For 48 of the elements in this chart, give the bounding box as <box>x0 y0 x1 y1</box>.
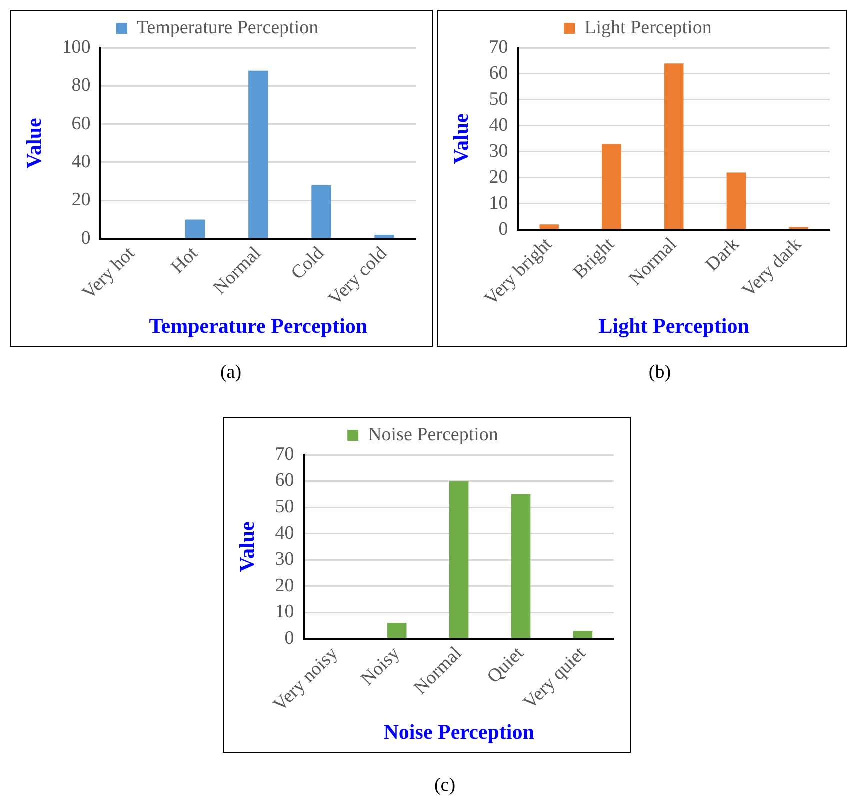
legend-label: Temperature Perception <box>136 17 320 38</box>
legend-label: Noise Perception <box>368 424 499 446</box>
y-tick-label: 30 <box>275 549 294 570</box>
bar <box>602 144 622 230</box>
y-tick-label: 10 <box>275 602 294 623</box>
text: (a) <box>219 362 243 384</box>
bar <box>388 623 407 638</box>
y-tick-label: 0 <box>498 218 508 240</box>
x-axis-title: Noise Perception <box>384 720 535 744</box>
y-tick-label: 50 <box>489 88 508 110</box>
bar <box>312 185 332 238</box>
bar <box>374 235 394 238</box>
y-tick-label: 20 <box>72 190 91 211</box>
y-tick-label: 70 <box>489 36 508 58</box>
x-axis-title: Light Perception <box>598 314 750 338</box>
y-tick-label: 50 <box>275 496 294 518</box>
text: (c) <box>433 775 457 797</box>
bar <box>664 64 684 230</box>
y-tick-label: 20 <box>489 166 508 188</box>
y-tick-label: 60 <box>275 470 294 492</box>
y-tick-label: 0 <box>81 228 91 249</box>
y-tick-label: 60 <box>72 113 91 134</box>
y-tick-label: 80 <box>72 75 91 96</box>
x-tick-label: Hot <box>167 242 203 278</box>
bar <box>449 481 469 638</box>
bar <box>726 172 746 230</box>
y-tick-label: 30 <box>489 140 508 162</box>
x-tick-label: Very dark <box>738 234 806 302</box>
x-axis-title: Temperature Perception <box>149 314 368 338</box>
bar <box>248 70 268 238</box>
y-tick-label: 70 <box>275 444 294 465</box>
y-tick-label: 20 <box>275 575 294 596</box>
legend-label: Light Perception <box>584 17 712 38</box>
bar <box>573 630 593 638</box>
y-tick-label: 40 <box>72 151 91 172</box>
y-axis-title: Value <box>22 118 46 169</box>
bar <box>511 494 531 638</box>
text: (b) <box>648 362 672 384</box>
y-tick-label: 10 <box>489 192 508 214</box>
y-axis-title: Value <box>449 114 474 164</box>
y-tick-label: 40 <box>275 522 294 544</box>
bar <box>186 220 206 238</box>
y-tick-label: 0 <box>284 628 294 649</box>
bar <box>540 224 560 230</box>
y-tick-label: 100 <box>62 36 91 58</box>
y-tick-label: 60 <box>489 62 508 84</box>
y-axis-title: Value <box>235 522 260 572</box>
y-tick-label: 40 <box>489 114 508 136</box>
